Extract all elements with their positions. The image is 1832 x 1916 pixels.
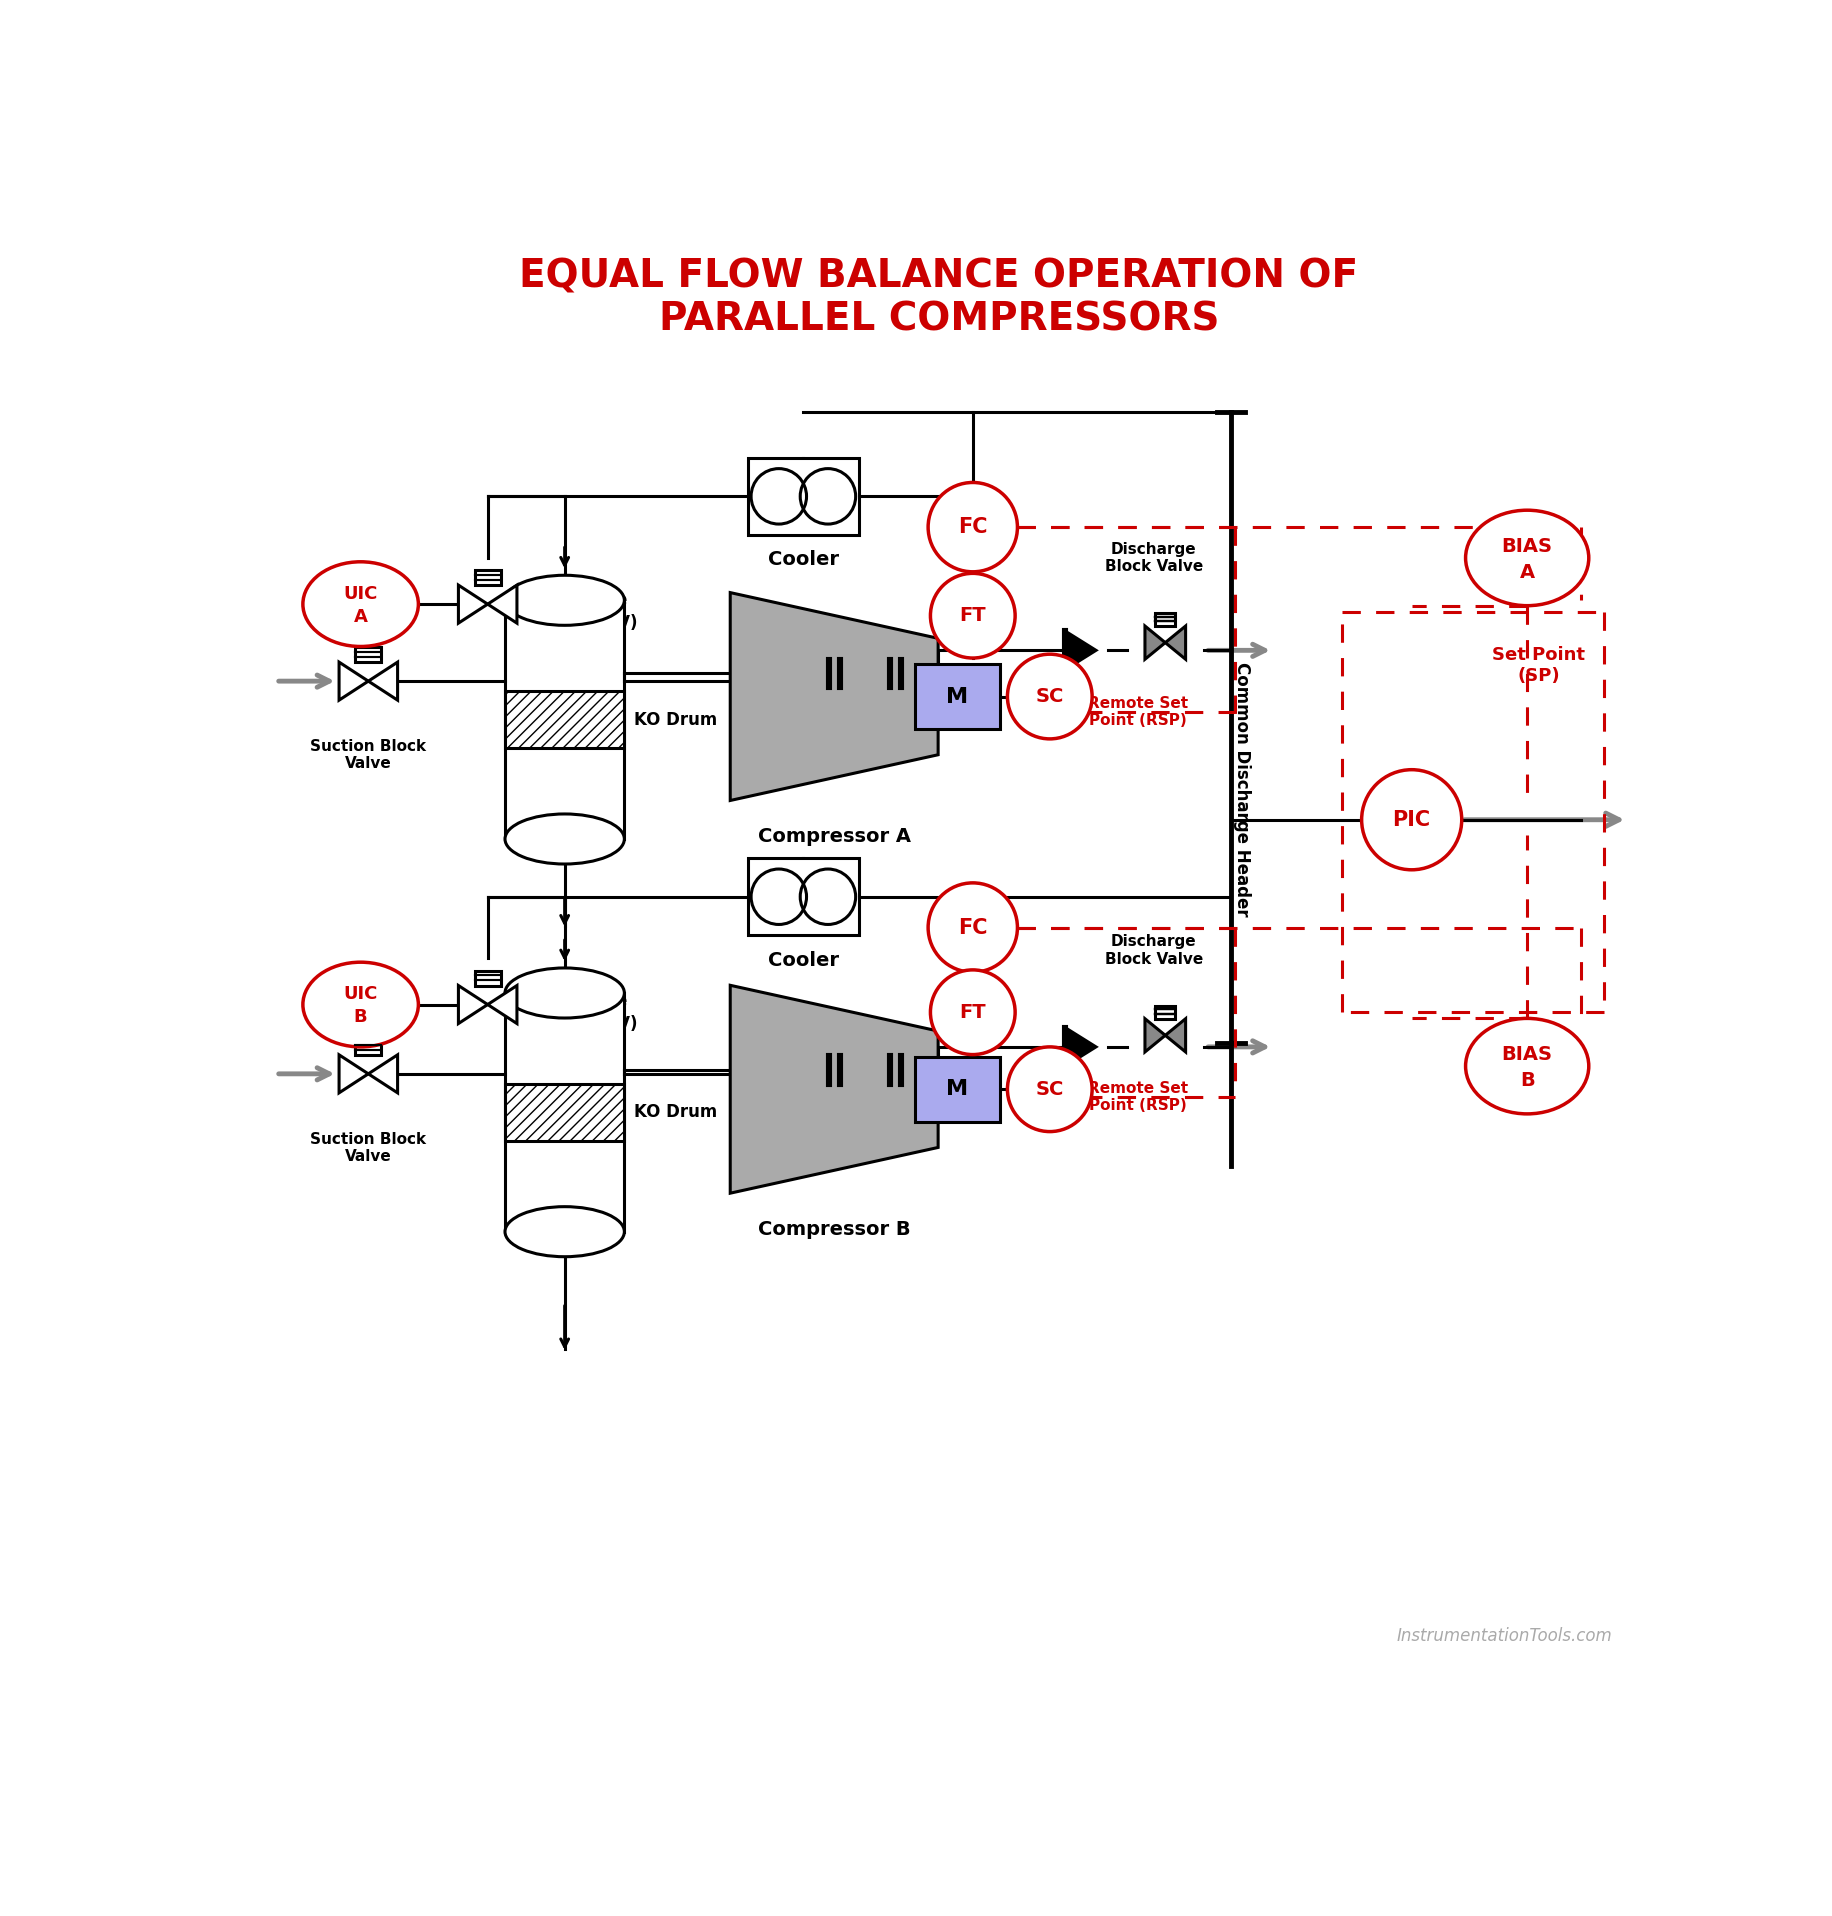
Bar (747, 858, 859, 935)
Polygon shape (1165, 627, 1185, 659)
Text: InstrumentationTools.com: InstrumentationTools.com (1396, 1627, 1612, 1646)
Bar (474, 971, 500, 985)
Ellipse shape (302, 561, 418, 646)
Bar (506, 1084, 625, 1142)
Text: Valve (ASV): Valve (ASV) (528, 1015, 638, 1033)
Polygon shape (1165, 1019, 1185, 1052)
Text: FT: FT (960, 605, 986, 625)
Text: M: M (947, 1079, 969, 1100)
Polygon shape (487, 584, 517, 623)
Text: Anti-Surge: Anti-Surge (528, 992, 628, 1010)
Bar (1156, 613, 1176, 627)
Text: Valve (ASV): Valve (ASV) (528, 615, 638, 632)
Circle shape (1008, 1046, 1092, 1132)
Bar (914, 1056, 1000, 1123)
Ellipse shape (506, 968, 625, 1017)
Text: PIC: PIC (1392, 810, 1431, 830)
Text: SC: SC (1035, 688, 1064, 705)
Polygon shape (368, 1056, 398, 1092)
Text: EQUAL FLOW BALANCE OPERATION OF: EQUAL FLOW BALANCE OPERATION OF (518, 259, 1359, 295)
Circle shape (1361, 770, 1462, 870)
Polygon shape (458, 584, 487, 623)
Text: Compressor A: Compressor A (758, 828, 911, 847)
Bar (474, 571, 500, 584)
Text: Cooler: Cooler (768, 550, 839, 569)
Circle shape (929, 483, 1017, 571)
Polygon shape (1064, 1027, 1096, 1065)
Text: Remote Set
Point (RSP): Remote Set Point (RSP) (1088, 696, 1189, 728)
Text: KO Drum: KO Drum (634, 1104, 716, 1121)
Text: FT: FT (960, 1002, 986, 1021)
Text: B: B (354, 1008, 368, 1027)
Text: UIC: UIC (343, 584, 377, 602)
Polygon shape (731, 985, 938, 1194)
Text: BIAS: BIAS (1502, 1044, 1554, 1063)
Polygon shape (1064, 630, 1096, 669)
Ellipse shape (302, 962, 418, 1046)
Text: B: B (1521, 1071, 1535, 1090)
Text: Anti-Surge: Anti-Surge (528, 592, 628, 609)
Text: Compressor B: Compressor B (758, 1220, 911, 1240)
Text: Common Discharge Header: Common Discharge Header (1233, 661, 1251, 916)
Text: UIC: UIC (343, 985, 377, 1002)
Bar (506, 992, 625, 1232)
Text: BIAS: BIAS (1502, 536, 1554, 556)
Ellipse shape (506, 1207, 625, 1257)
Circle shape (929, 883, 1017, 971)
Text: M: M (947, 686, 969, 707)
Circle shape (931, 969, 1015, 1054)
Circle shape (1008, 653, 1092, 740)
Polygon shape (368, 663, 398, 699)
Polygon shape (1145, 627, 1165, 659)
Text: Discharge
Block Valve: Discharge Block Valve (1105, 935, 1204, 968)
Text: A: A (1519, 563, 1535, 582)
Ellipse shape (506, 814, 625, 864)
Text: A: A (354, 607, 368, 627)
Ellipse shape (1466, 1019, 1588, 1113)
Text: KO Drum: KO Drum (634, 711, 716, 728)
Polygon shape (339, 663, 368, 699)
Text: Suction Block
Valve: Suction Block Valve (310, 1132, 427, 1165)
Bar (914, 663, 1000, 730)
Bar (355, 1040, 381, 1056)
Polygon shape (458, 985, 487, 1023)
Text: Set Point
(SP): Set Point (SP) (1493, 646, 1585, 686)
Text: FC: FC (958, 517, 987, 536)
Bar (506, 600, 625, 839)
Text: Suction Block
Valve: Suction Block Valve (310, 740, 427, 772)
Bar (355, 648, 381, 663)
Bar (1156, 1006, 1176, 1019)
Polygon shape (339, 1056, 368, 1092)
Text: Remote Set
Point (RSP): Remote Set Point (RSP) (1088, 1081, 1189, 1113)
Polygon shape (1145, 1019, 1165, 1052)
Text: Cooler: Cooler (768, 950, 839, 969)
Text: SC: SC (1035, 1081, 1064, 1098)
Polygon shape (731, 592, 938, 801)
Text: FC: FC (958, 918, 987, 937)
Text: Discharge
Block Valve: Discharge Block Valve (1105, 542, 1204, 575)
Polygon shape (487, 985, 517, 1023)
Circle shape (931, 573, 1015, 657)
Text: PARALLEL COMPRESSORS: PARALLEL COMPRESSORS (660, 301, 1218, 339)
Bar (506, 692, 625, 749)
Ellipse shape (506, 575, 625, 625)
Ellipse shape (1466, 510, 1588, 605)
Bar (747, 458, 859, 535)
